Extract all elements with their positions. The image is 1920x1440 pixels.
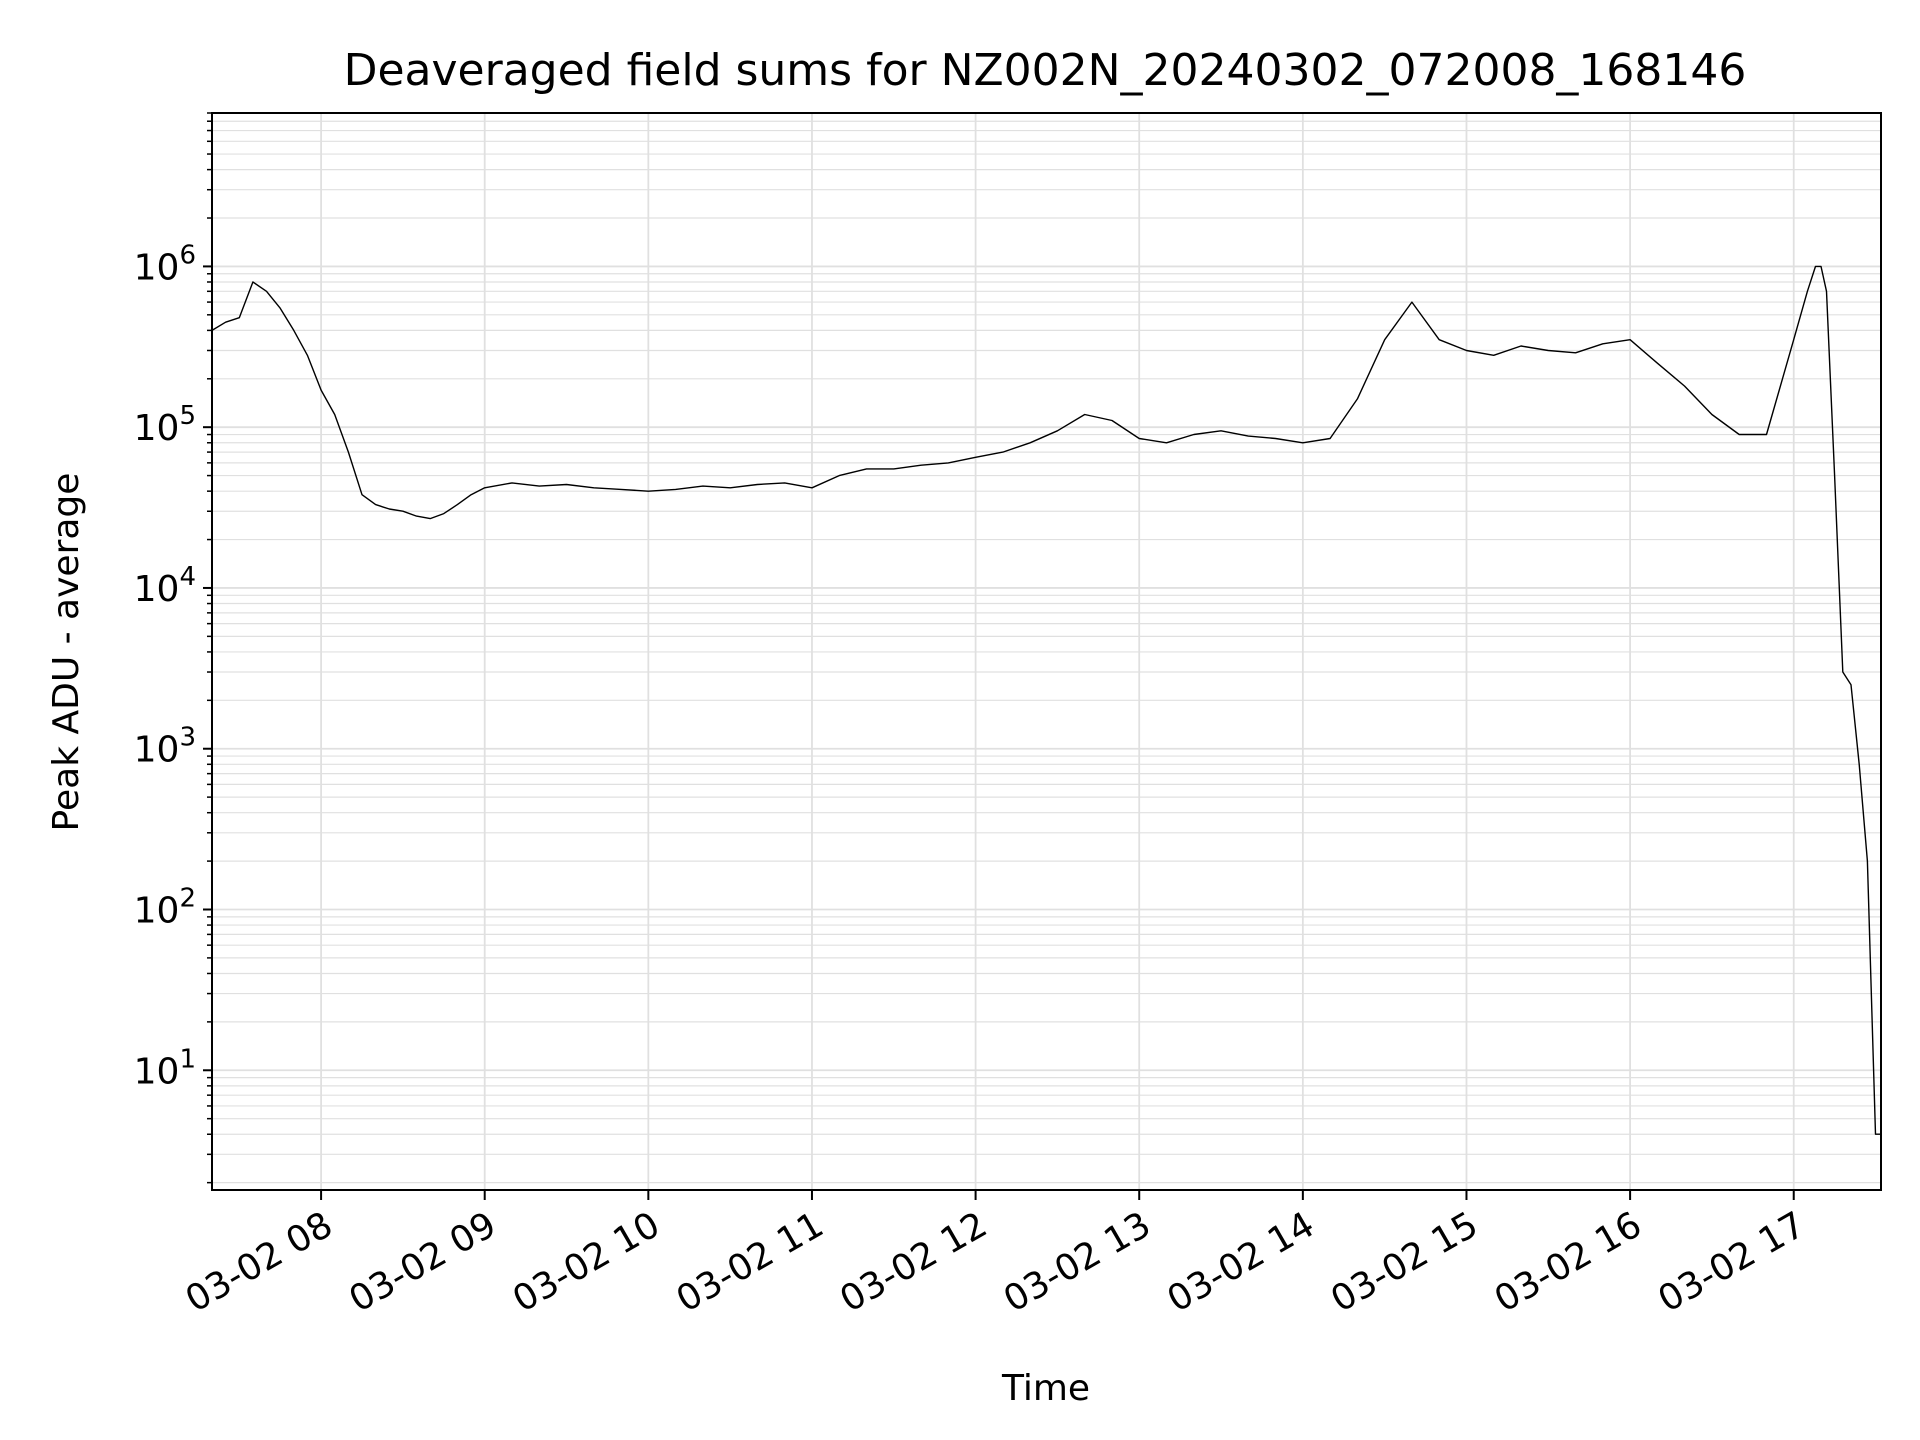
y-tick-label: 103 (134, 723, 196, 771)
x-tick-label: 03-02 11 (670, 1204, 831, 1320)
x-tick-label: 03-02 08 (179, 1204, 340, 1320)
x-tick-label: 03-02 12 (833, 1204, 994, 1320)
x-axis-label: Time (1001, 1368, 1090, 1409)
x-tick-label: 03-02 15 (1324, 1204, 1485, 1320)
y-tick-label: 101 (134, 1044, 196, 1092)
y-axis-label: Peak ADU - average (46, 473, 87, 832)
x-tick-label: 03-02 17 (1652, 1204, 1813, 1320)
x-tick-label: 03-02 09 (343, 1204, 504, 1320)
series-line (211, 265, 1881, 1135)
y-tick-label: 106 (134, 240, 196, 288)
x-tick-label: 03-02 10 (506, 1204, 667, 1320)
y-tick-label: 104 (134, 562, 196, 610)
x-tick-label: 03-02 16 (1488, 1204, 1649, 1320)
x-tick-label: 03-02 13 (997, 1204, 1158, 1320)
chart-title: Deaveraged field sums for NZ002N_2024030… (344, 45, 1747, 96)
minor-grid (212, 112, 1881, 1184)
x-ticks: 03-02 08 03-02 09 03-02 10 03-02 11 03-02 12… (179, 1190, 1812, 1321)
y-tick-label: 105 (134, 401, 196, 449)
y-ticks: 101 102 103 104 105 106 (134, 112, 212, 1184)
x-tick-label: 03-02 14 (1161, 1204, 1322, 1320)
y-tick-label: 102 (134, 883, 196, 931)
major-grid (212, 113, 1881, 1190)
